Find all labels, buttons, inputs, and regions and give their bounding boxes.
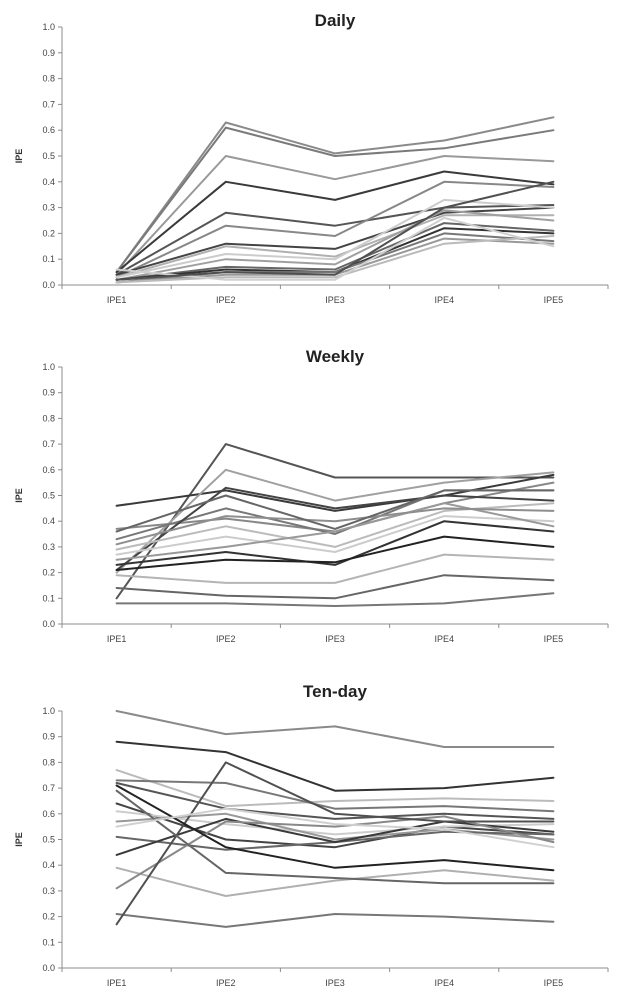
series-line <box>115 180 555 279</box>
x-tick-label: IPE3 <box>325 634 345 644</box>
y-tick-label: 0.5 <box>42 835 55 845</box>
series-line <box>115 116 555 274</box>
x-tick-label: IPE1 <box>107 634 127 644</box>
series-line <box>115 486 555 571</box>
x-tick-label: IPE4 <box>434 634 454 644</box>
y-tick-label: 0.3 <box>42 886 55 896</box>
y-axis-label: IPE <box>14 488 24 503</box>
y-tick-label: 0.8 <box>42 74 55 84</box>
series-line <box>115 507 555 546</box>
series-line <box>115 216 555 281</box>
y-tick-label: 0.4 <box>42 516 55 526</box>
y-tick-label: 0.6 <box>42 809 55 819</box>
x-tick-label: IPE2 <box>216 295 236 305</box>
y-tick-label: 0.7 <box>42 783 55 793</box>
chart-title: Weekly <box>306 347 365 366</box>
series-line <box>115 535 555 571</box>
series-line <box>115 710 555 748</box>
y-axis-label: IPE <box>14 832 24 847</box>
series-line <box>115 574 555 600</box>
y-tick-label: 0.7 <box>42 99 55 109</box>
series-line <box>115 592 555 607</box>
series-line <box>115 206 555 276</box>
series-line <box>115 180 555 281</box>
series-line <box>115 779 555 813</box>
y-tick-label: 0.0 <box>42 963 55 973</box>
series-line <box>115 761 555 926</box>
y-tick-label: 0.9 <box>42 48 55 58</box>
series-line <box>115 235 555 284</box>
series-line <box>115 170 555 274</box>
x-tick-label: IPE4 <box>434 978 454 988</box>
y-tick-label: 1.0 <box>42 706 55 716</box>
y-tick-label: 1.0 <box>42 22 55 32</box>
y-tick-label: 0.1 <box>42 254 55 264</box>
x-tick-label: IPE3 <box>325 978 345 988</box>
x-tick-label: IPE1 <box>107 295 127 305</box>
series-line <box>115 913 555 928</box>
x-tick-label: IPE4 <box>434 295 454 305</box>
series-line <box>115 126 555 274</box>
x-tick-label: IPE2 <box>216 634 236 644</box>
y-tick-label: 0.2 <box>42 912 55 922</box>
series-line <box>115 520 555 566</box>
x-tick-label: IPE5 <box>544 634 564 644</box>
y-tick-label: 0.6 <box>42 125 55 135</box>
series-line <box>115 502 555 561</box>
y-tick-label: 0.5 <box>42 151 55 161</box>
series-line <box>115 155 555 276</box>
x-tick-label: IPE5 <box>544 978 564 988</box>
x-tick-label: IPE3 <box>325 295 345 305</box>
series-line <box>115 815 555 890</box>
y-tick-label: 0.6 <box>42 465 55 475</box>
y-tick-label: 0.2 <box>42 228 55 238</box>
y-tick-label: 0.9 <box>42 732 55 742</box>
x-tick-label: IPE5 <box>544 295 564 305</box>
y-tick-label: 0.8 <box>42 757 55 767</box>
x-tick-label: IPE1 <box>107 978 127 988</box>
series-line <box>115 204 555 276</box>
y-tick-label: 0.1 <box>42 593 55 603</box>
y-axis-label: IPE <box>14 149 24 164</box>
series-line <box>115 515 555 556</box>
series-line <box>115 198 555 279</box>
y-tick-label: 0.4 <box>42 177 55 187</box>
series-line <box>115 789 555 885</box>
y-tick-label: 0.3 <box>42 203 55 213</box>
series-line <box>115 473 555 512</box>
x-tick-label: IPE2 <box>216 978 236 988</box>
y-tick-label: 0.5 <box>42 491 55 501</box>
y-tick-label: 0.2 <box>42 568 55 578</box>
series-line <box>115 222 555 281</box>
y-tick-label: 0.0 <box>42 619 55 629</box>
series-line <box>115 784 555 872</box>
series-line <box>115 468 555 574</box>
series-line <box>115 214 555 279</box>
y-tick-label: 0.0 <box>42 280 55 290</box>
y-tick-label: 0.9 <box>42 388 55 398</box>
y-tick-label: 0.1 <box>42 937 55 947</box>
chart-title: Ten-day <box>303 682 367 701</box>
series-line <box>115 782 555 820</box>
y-tick-label: 0.8 <box>42 413 55 423</box>
y-tick-label: 0.7 <box>42 439 55 449</box>
series-line <box>115 807 555 849</box>
y-tick-label: 0.4 <box>42 860 55 870</box>
series-line <box>115 553 555 584</box>
series-line <box>115 489 555 533</box>
chart-title: Daily <box>315 11 356 30</box>
series-line <box>115 740 555 792</box>
series-line <box>115 769 555 808</box>
y-tick-label: 1.0 <box>42 362 55 372</box>
y-tick-label: 0.3 <box>42 542 55 552</box>
series-line <box>115 209 555 281</box>
series-line <box>115 866 555 897</box>
